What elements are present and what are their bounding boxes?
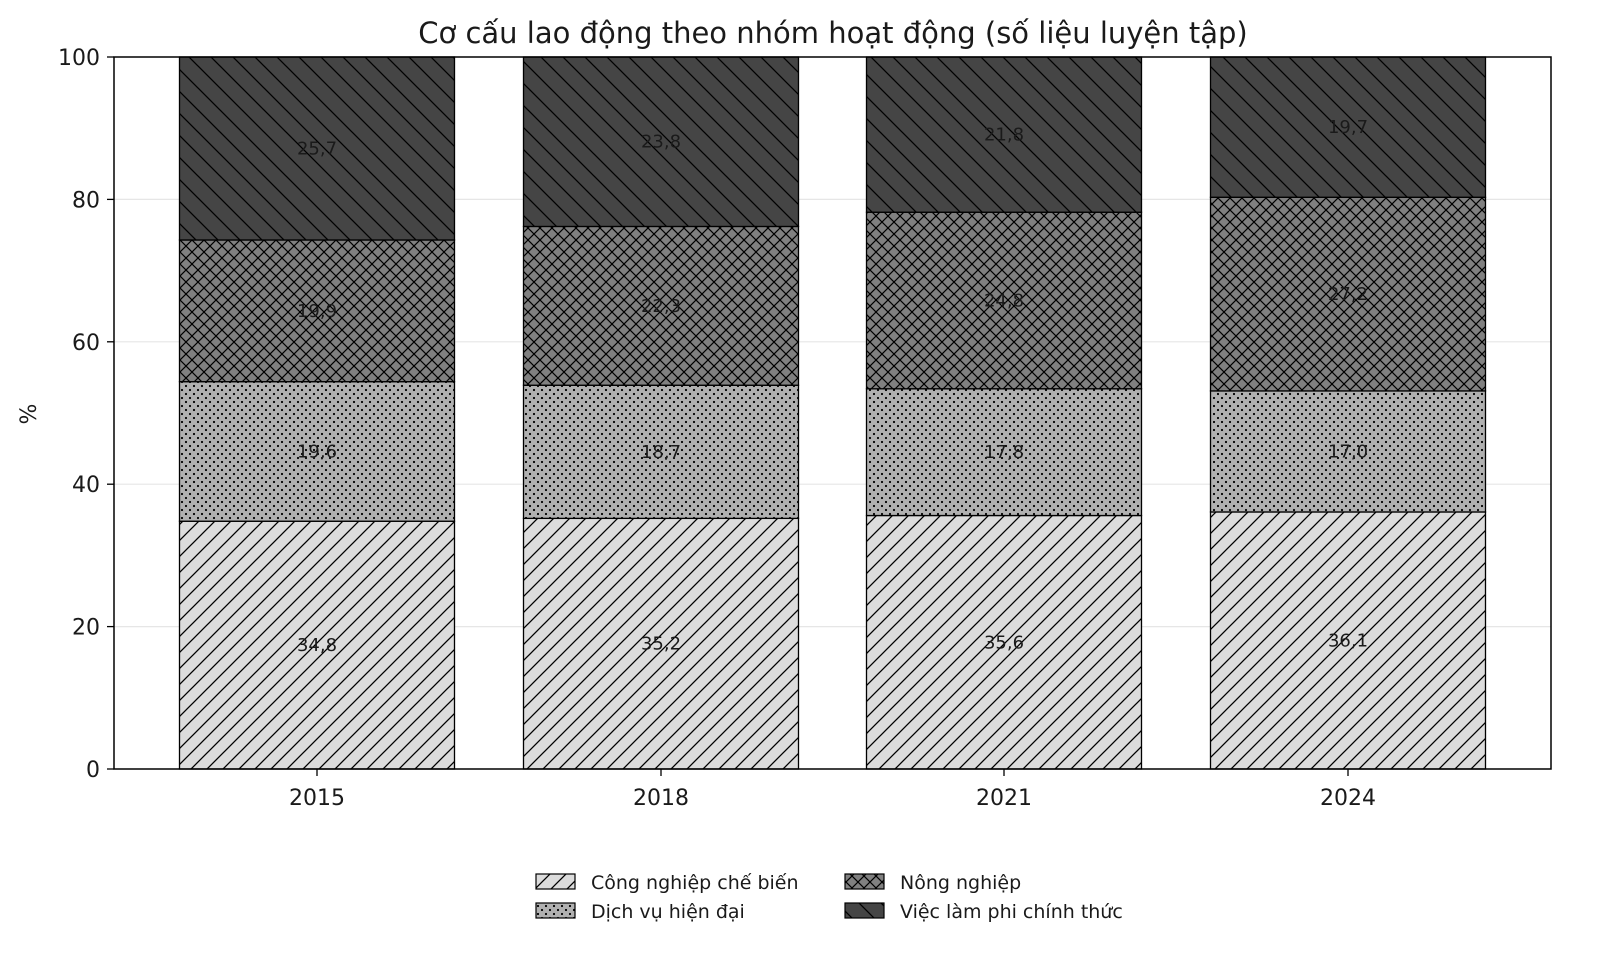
legend: Công nghiệp chế biến Dịch vụ hiện đại Nông… bbox=[535, 872, 1123, 923]
legend-label-4: Việc làm phi chính thức bbox=[900, 901, 1123, 923]
bar-segment-2018-3 bbox=[522, 225, 800, 386]
legend-swatch-3 bbox=[844, 873, 885, 890]
data-label-2024-3: 27,2 bbox=[1328, 284, 1368, 305]
x-tick-label-2024: 2024 bbox=[1320, 786, 1376, 811]
data-label-2018-4: 23,8 bbox=[641, 132, 681, 153]
chart-title: Cơ cấu lao động theo nhóm hoạt động (số … bbox=[418, 16, 1247, 50]
data-label-2015-1: 34,8 bbox=[297, 635, 337, 656]
plot-frame bbox=[113, 56, 1552, 770]
data-label-2021-4: 21,8 bbox=[984, 125, 1024, 146]
legend-swatch-2 bbox=[535, 902, 576, 919]
legend-label-2: Dịch vụ hiện đại bbox=[591, 901, 745, 923]
axes: 0 20 40 60 80 100 2015 2018 2021 2024 bbox=[58, 46, 1552, 811]
data-label-2024-4: 19,7 bbox=[1328, 117, 1368, 138]
data-labels: 34,8 19,6 19,9 25,7 35,2 18,7 22,3 23,8 35,6 17,8… bbox=[297, 117, 1368, 656]
y-tick-label-80: 80 bbox=[72, 188, 100, 213]
bar-segment-2018-1 bbox=[522, 517, 800, 770]
bar-segment-2021-1 bbox=[865, 514, 1143, 770]
data-label-2015-2: 19,6 bbox=[297, 441, 337, 462]
data-label-2015-4: 25,7 bbox=[297, 138, 337, 159]
legend-swatch-4 bbox=[844, 902, 885, 919]
data-label-2018-3: 22,3 bbox=[641, 296, 681, 317]
y-tick-label-60: 60 bbox=[72, 331, 100, 356]
bar-segment-2015-2 bbox=[178, 381, 456, 522]
data-label-2021-2: 17,8 bbox=[984, 442, 1024, 463]
legend-label-3: Nông nghiệp bbox=[900, 872, 1021, 894]
data-label-2021-3: 24,8 bbox=[984, 291, 1024, 312]
data-label-2024-1: 36,1 bbox=[1328, 630, 1368, 651]
data-label-2024-2: 17,0 bbox=[1328, 441, 1368, 462]
bar-segment-2018-4 bbox=[522, 56, 800, 228]
bars bbox=[178, 56, 1487, 770]
x-tick-label-2021: 2021 bbox=[976, 786, 1032, 811]
bar-segment-2021-4 bbox=[865, 56, 1143, 213]
data-label-2018-2: 18,7 bbox=[641, 442, 681, 463]
legend-swatch-1 bbox=[535, 873, 576, 890]
x-tick-label-2015: 2015 bbox=[289, 786, 345, 811]
bar-segment-2024-4 bbox=[1209, 56, 1487, 198]
y-tick-label-40: 40 bbox=[72, 473, 100, 498]
x-tick-label-2018: 2018 bbox=[633, 786, 689, 811]
data-label-2015-3: 19,9 bbox=[297, 301, 337, 322]
bar-segment-2015-1 bbox=[178, 520, 456, 770]
bar-segment-2015-3 bbox=[178, 239, 456, 383]
y-axis-label: % bbox=[17, 404, 42, 425]
y-tick-label-20: 20 bbox=[72, 616, 100, 641]
y-tick-label-0: 0 bbox=[86, 758, 100, 783]
data-label-2021-1: 35,6 bbox=[984, 632, 1024, 653]
bar-segment-2018-2 bbox=[522, 384, 800, 520]
bar-segment-2024-3 bbox=[1209, 196, 1487, 392]
bar-segment-2024-2 bbox=[1209, 390, 1487, 513]
legend-label-1: Công nghiệp chế biến bbox=[591, 872, 799, 894]
y-tick-label-100: 100 bbox=[58, 46, 100, 71]
data-label-2018-1: 35,2 bbox=[641, 634, 681, 655]
bar-segment-2021-3 bbox=[865, 211, 1143, 390]
bar-segment-2015-4 bbox=[178, 56, 456, 241]
